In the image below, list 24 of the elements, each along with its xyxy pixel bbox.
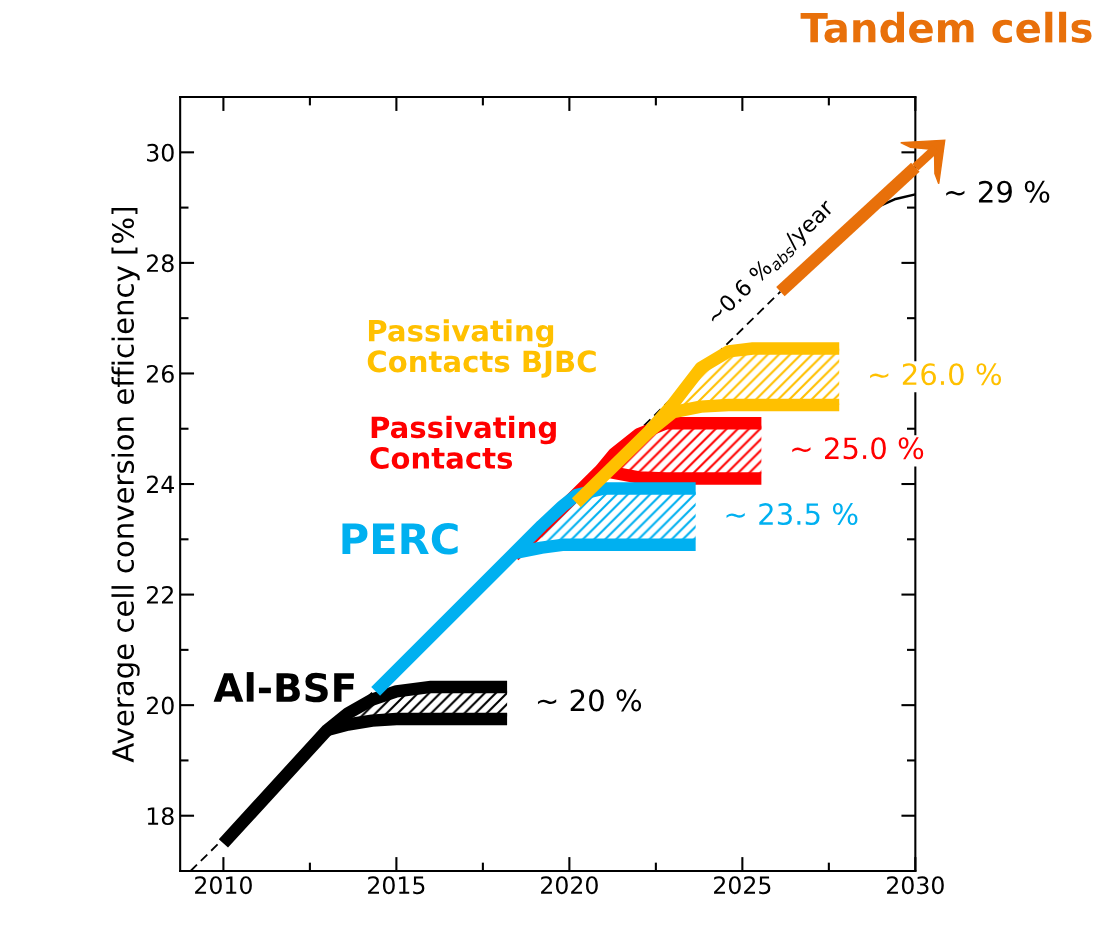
y-tick-label: 28	[146, 254, 174, 273]
y-axis-title: Average cell conversion efficiency [%]	[111, 207, 140, 763]
y-tick-label: 20	[146, 696, 174, 715]
annotation: ~ 20 %	[537, 689, 642, 712]
y-tick-label: 18	[147, 807, 174, 826]
annotation: ~ 25.0 %	[792, 437, 924, 460]
y-tick-label: 24	[146, 475, 174, 493]
legend-label: PERC	[342, 523, 458, 555]
x-tick-label: 2030	[887, 876, 944, 895]
y-tick-label: 26	[146, 364, 174, 383]
series-label: Al-BSF	[213, 672, 354, 703]
text: Tandem cells	[800, 11, 1092, 43]
annotation: ~ 23.5 %	[726, 503, 858, 526]
y-tick-label: 30	[147, 143, 174, 162]
x-tick-label: 2015	[368, 876, 425, 895]
y-tick-label: 22	[146, 586, 173, 604]
annotation: ~ 26.0 %	[870, 363, 1002, 386]
series-label: Passivating Contacts	[370, 415, 556, 470]
annotation: ~0.6 %$_{abs}$/year	[705, 197, 838, 329]
x-tick-label: 2025	[714, 876, 771, 895]
x-tick-label: 2020	[541, 876, 598, 895]
x-tick-label: 2010	[195, 876, 252, 895]
annotation: ~ 29 %	[946, 180, 1050, 203]
text: Passivating Contacts BJBC	[367, 319, 596, 378]
